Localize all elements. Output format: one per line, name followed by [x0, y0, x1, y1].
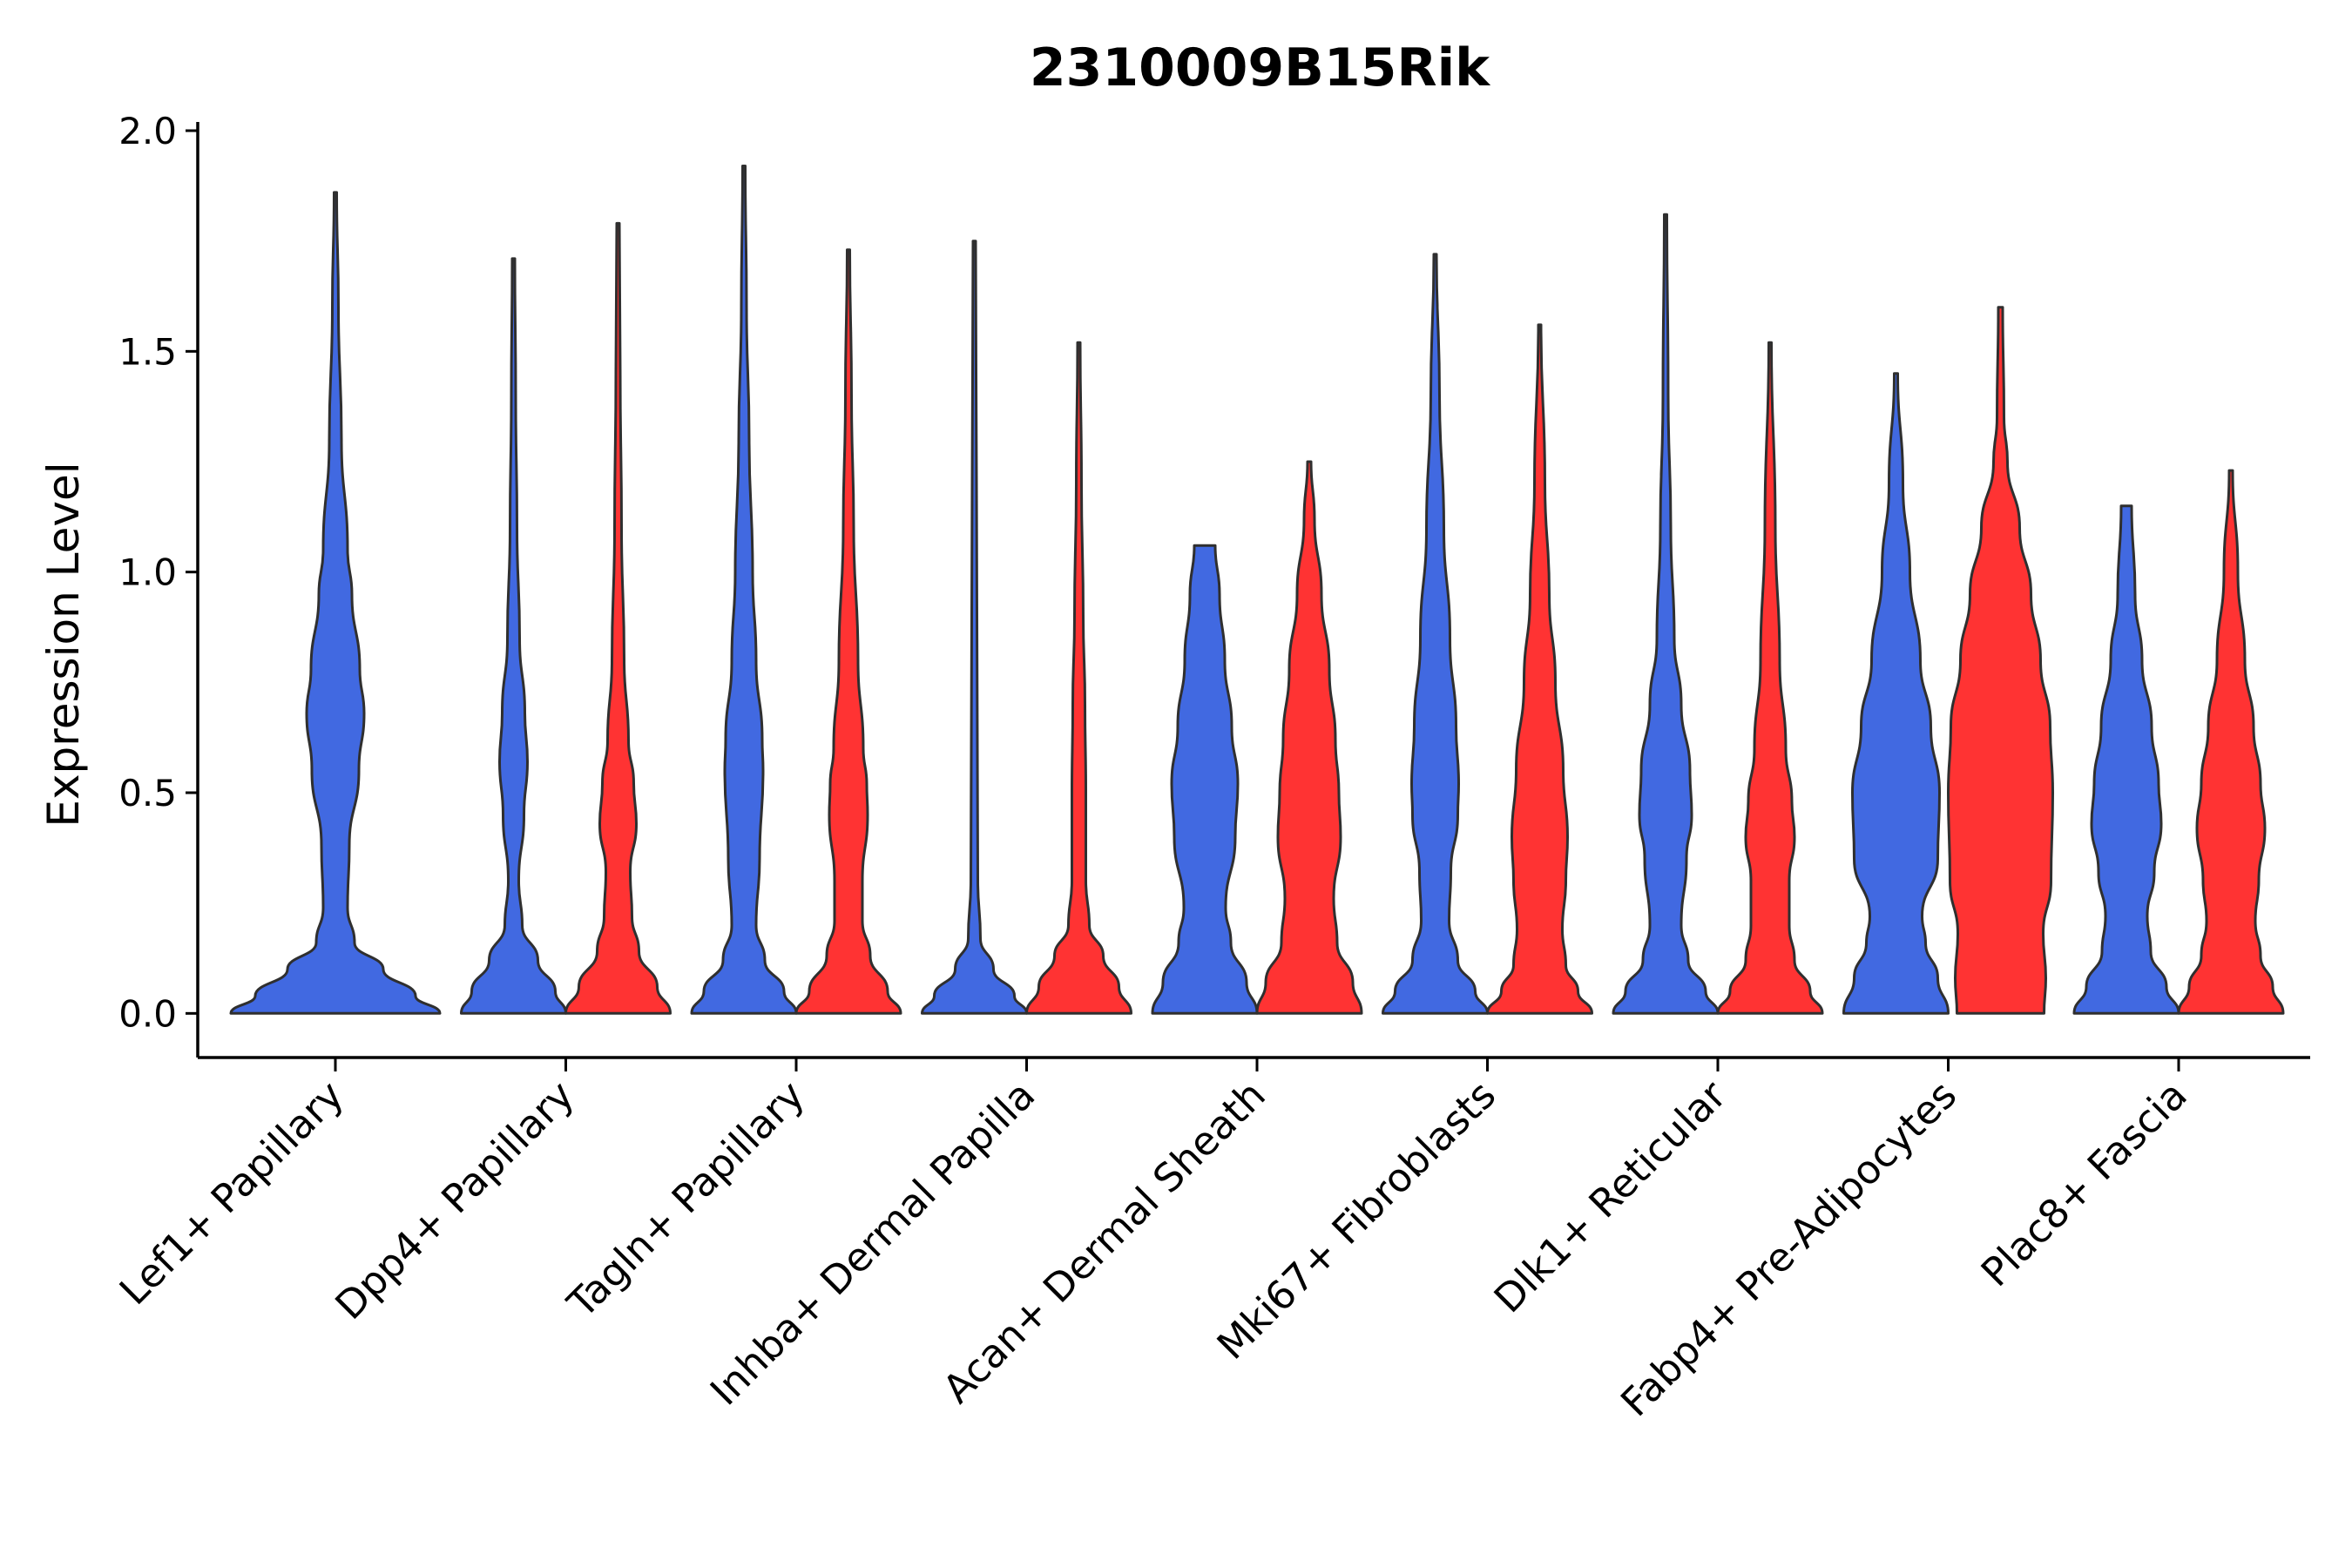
x-tick-label: Plac8+ Fascia [1972, 1071, 2196, 1295]
violin-dlk1-reticular-red [1716, 341, 1824, 1015]
violin-mki67-fibroblasts-blue [1382, 253, 1489, 1015]
violin-dpp4-papillary-blue [460, 257, 567, 1015]
x-tick-label: Lef1+ Papillary [111, 1071, 353, 1314]
violin-dpp4-papillary-red [564, 221, 672, 1015]
violin-acan-dermal-sheath-blue [1151, 544, 1259, 1015]
x-tick-label: Tagln+ Papillary [558, 1071, 814, 1327]
violin-plac8-fascia-red [2177, 469, 2285, 1015]
y-tick-label: 0.0 [118, 992, 177, 1035]
chart-title: 2310009B15Rik [1030, 37, 1491, 98]
violin-acan-dermal-sheath-red [1255, 460, 1363, 1015]
violin-fabp4-pre-adipocytes-blue [1842, 372, 1950, 1015]
violin-dlk1-reticular-blue [1612, 213, 1720, 1015]
x-tick-label: Dpp4+ Papillary [326, 1071, 583, 1328]
violin-inhba-dermal-papilla-red [1025, 341, 1132, 1015]
violin-inhba-dermal-papilla-blue [921, 240, 1028, 1015]
violins-layer [229, 165, 2285, 1015]
violin-mki67-fibroblasts-red [1486, 323, 1593, 1015]
violin-fabp4-pre-adipocytes-red [1947, 306, 2054, 1015]
y-tick-label: 0.5 [118, 772, 177, 814]
violin-tagln-papillary-blue [690, 165, 798, 1015]
y-tick-label: 1.5 [118, 330, 177, 373]
violin-lef1-papillary-blue [229, 191, 442, 1015]
x-tick-label: Dlk1+ Reticular [1485, 1071, 1735, 1321]
y-axis-label: Expression Level [38, 462, 89, 827]
violin-plac8-fascia-blue [2072, 504, 2180, 1015]
violin-tagln-papillary-red [794, 248, 902, 1015]
y-tick-label: 1.0 [118, 551, 177, 594]
y-tick-label: 2.0 [118, 110, 177, 152]
